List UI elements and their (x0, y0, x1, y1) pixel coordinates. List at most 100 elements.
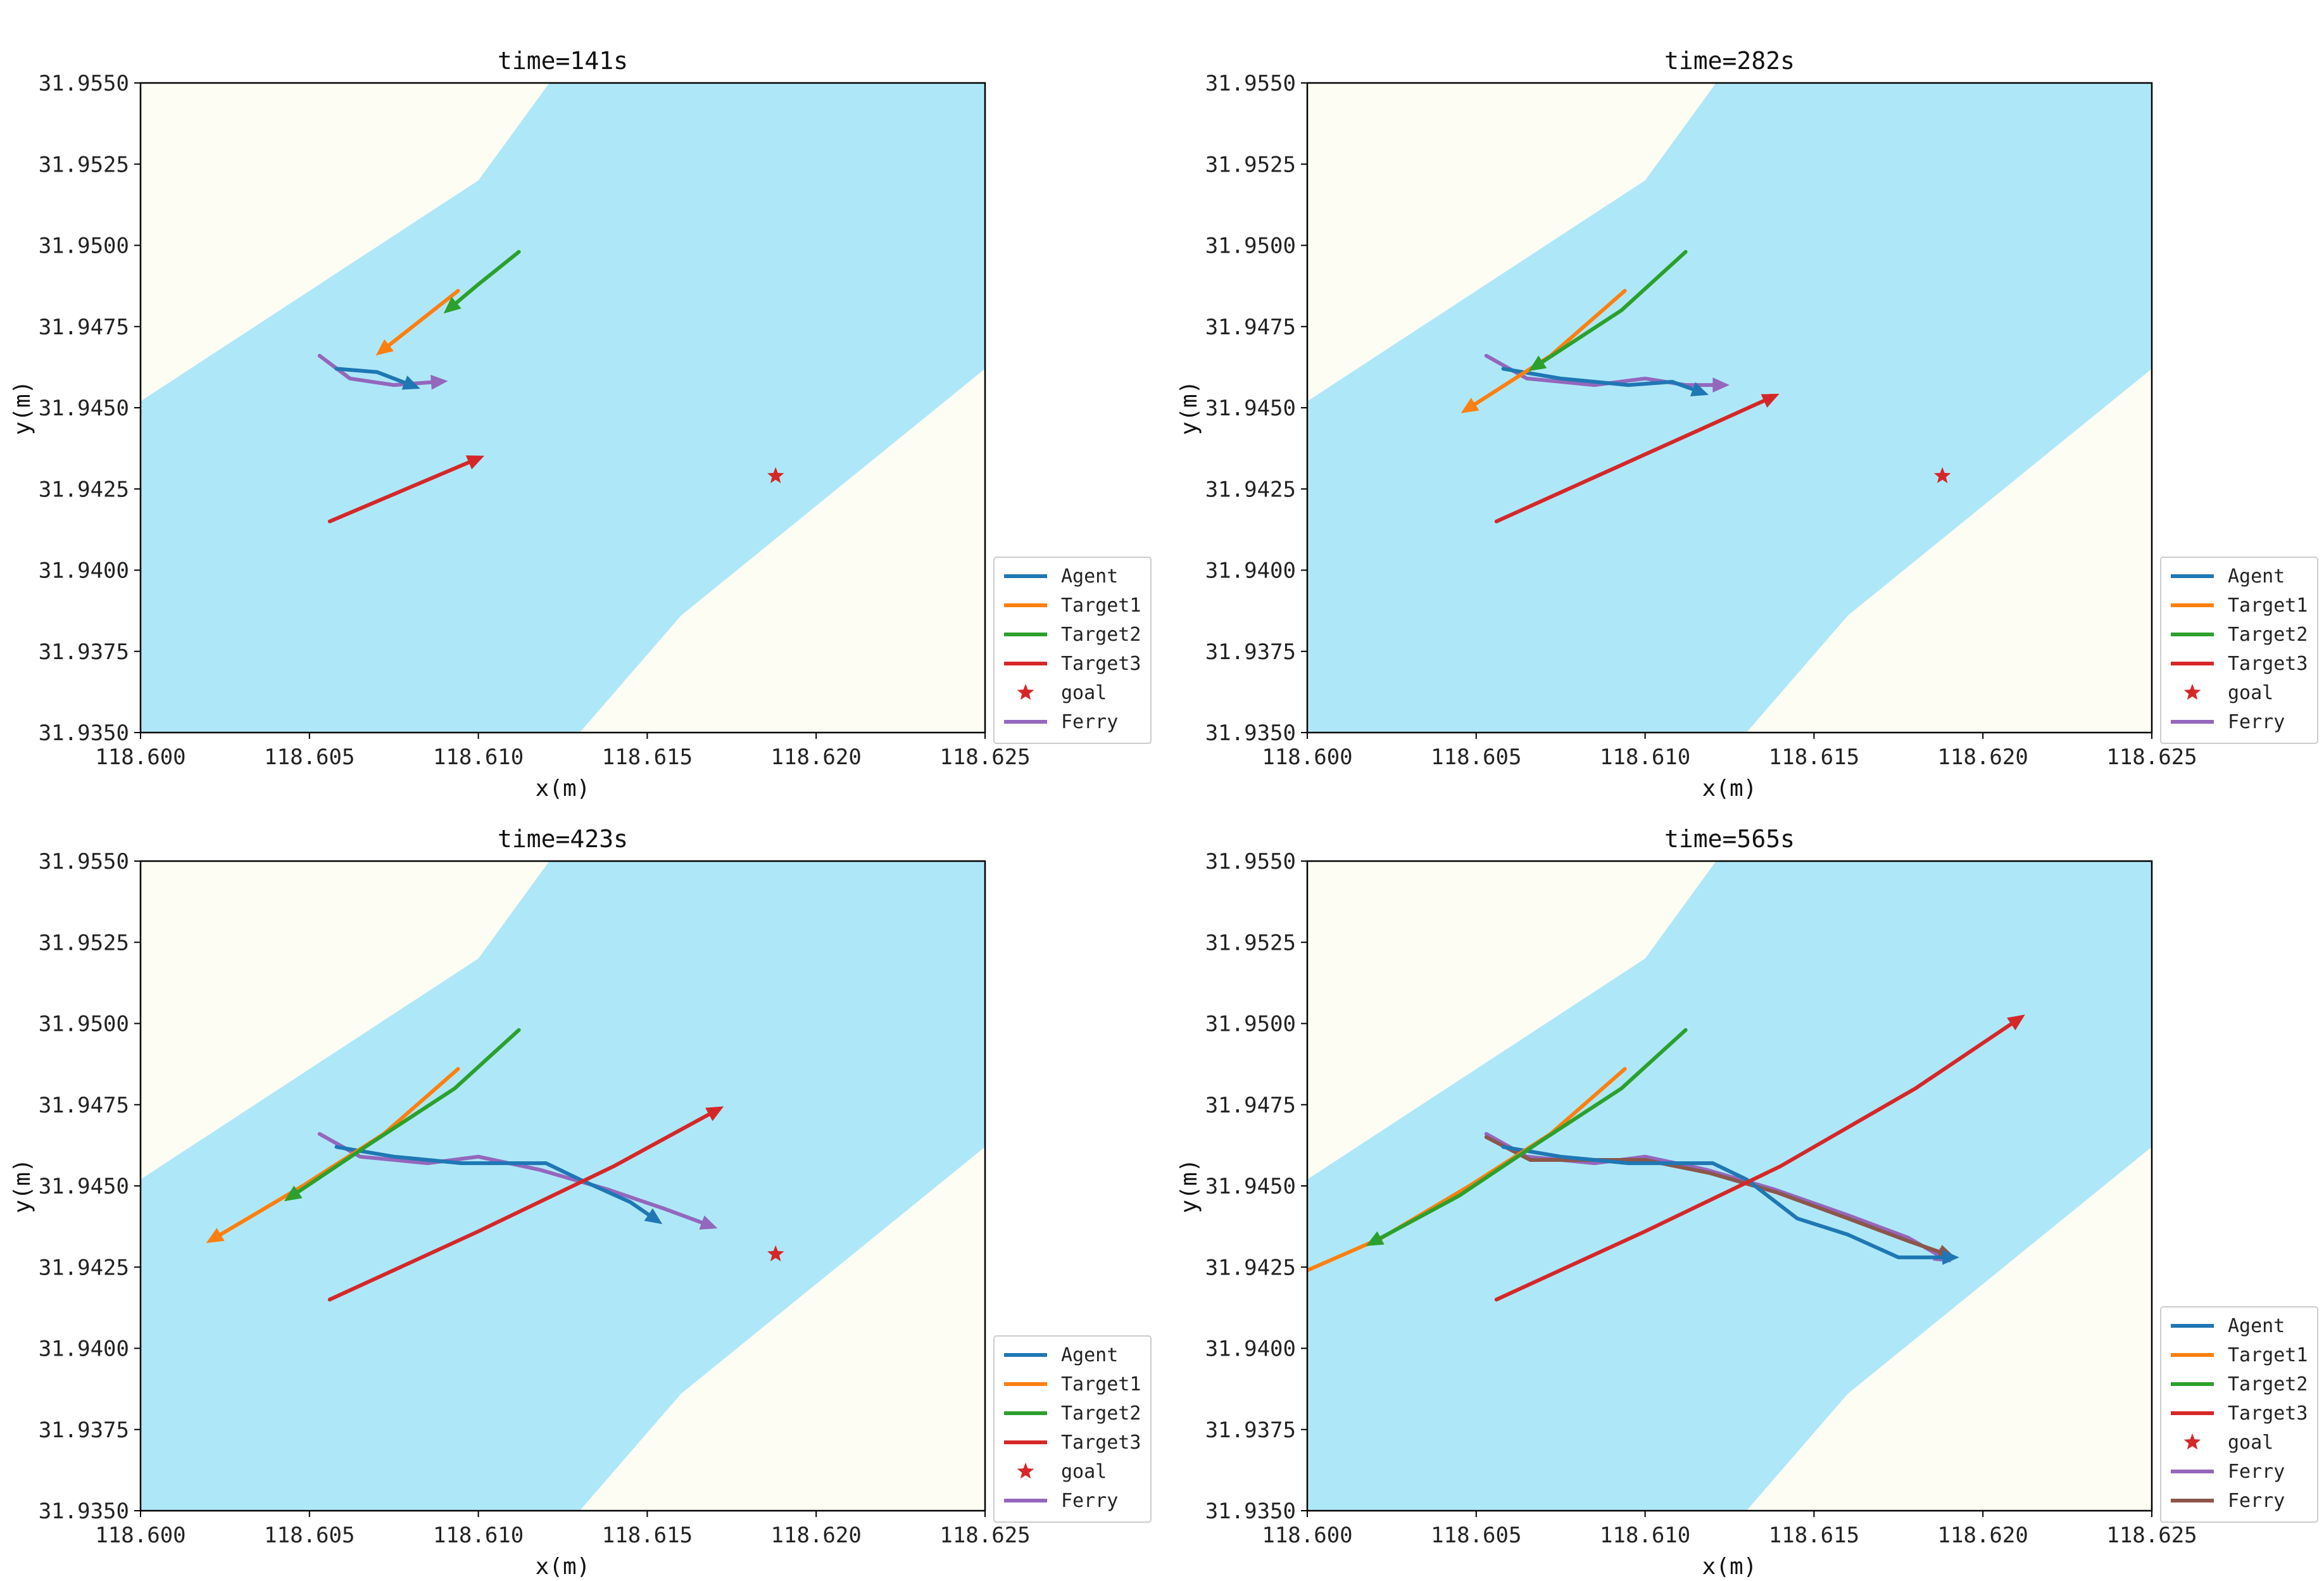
x-tick-label: 118.620 (1938, 1523, 2028, 1548)
legend-label: Ferry (2228, 1461, 2285, 1483)
x-tick-label: 118.610 (433, 745, 524, 770)
legend-label: Target1 (1061, 595, 1141, 617)
series-agent-marker (401, 375, 420, 390)
legend-label: Target1 (2228, 595, 2308, 617)
legend-label: Ferry (1061, 711, 1118, 733)
y-tick-label: 31.9525 (1205, 152, 1296, 177)
y-tick-label: 31.9450 (1205, 1174, 1296, 1199)
legend-box (2160, 1306, 2318, 1523)
y-tick-label: 31.9425 (39, 1255, 129, 1280)
series-target3-marker (2007, 1014, 2025, 1031)
series-target2-line (1372, 1028, 1688, 1244)
x-tick-label: 118.615 (602, 1523, 693, 1548)
legend-label: Target3 (1061, 653, 1141, 675)
series-target1-line (1307, 1067, 1627, 1273)
subplot-3: 118.600 118.605 118.610 118.615 118.620 118.6… (9, 825, 1152, 1580)
y-tick-label: 31.9350 (39, 721, 129, 746)
x-tick-label: 118.615 (1769, 1523, 1859, 1548)
legend-label: goal (1061, 682, 1107, 704)
legend-goal-marker (1017, 684, 1034, 700)
legend-label: Target1 (2228, 1344, 2308, 1366)
chart-title: time=423s (498, 825, 628, 853)
x-axis-label: x(m) (536, 776, 591, 802)
y-tick-label: 31.9475 (39, 1093, 129, 1118)
x-tick-label: 118.615 (602, 745, 693, 770)
y-tick-label: 31.9550 (1205, 71, 1296, 96)
y-tick-label: 31.9525 (1205, 930, 1296, 955)
y-tick-label: 31.9350 (1205, 721, 1296, 746)
series-agent-line (334, 367, 413, 387)
subplot-4: 118.600 118.605 118.610 118.615 118.620 118.6… (1176, 825, 2318, 1580)
legend-label: Target2 (2228, 624, 2308, 646)
series-target3-line (327, 1109, 717, 1302)
chart-title: time=282s (1664, 47, 1795, 75)
y-tick-label: 31.9450 (39, 396, 129, 421)
legend-label: goal (2228, 1432, 2273, 1454)
legend-label: Target2 (1061, 1402, 1141, 1425)
series-target1-marker (1460, 398, 1479, 413)
goal-marker (767, 467, 784, 484)
y-axis-label: y(m) (9, 1159, 35, 1214)
legend-label: Ferry (1061, 1490, 1118, 1512)
series-agent-line (1501, 1145, 1951, 1259)
legend-label: Agent (2228, 565, 2285, 588)
goal-marker (767, 1245, 784, 1262)
x-tick-label: 118.605 (264, 745, 355, 770)
x-axis-label: x(m) (1702, 776, 1757, 802)
y-tick-label: 31.9400 (39, 558, 129, 584)
series-target3-line (327, 458, 477, 524)
y-tick-label: 31.9450 (1205, 396, 1296, 421)
y-tick-label: 31.9425 (1205, 477, 1296, 502)
x-tick-label: 118.600 (1262, 1523, 1352, 1548)
x-tick-label: 118.600 (1262, 745, 1352, 770)
x-tick-label: 118.600 (95, 745, 185, 770)
legend-label: Agent (2228, 1315, 2285, 1337)
y-tick-label: 31.9500 (1205, 1012, 1296, 1037)
y-tick-label: 31.9550 (39, 71, 129, 96)
legend-label: Target2 (2228, 1373, 2308, 1395)
series-ferry-line (317, 353, 440, 387)
y-tick-label: 31.9400 (1205, 558, 1296, 584)
x-tick-label: 118.620 (771, 745, 862, 770)
legend-label: goal (2228, 682, 2273, 704)
water-area (1307, 83, 2152, 733)
water-area (141, 83, 985, 733)
legend-label: Target3 (2228, 1402, 2308, 1425)
x-tick-label: 118.605 (264, 1523, 355, 1548)
plot-lines (1460, 249, 1951, 524)
x-axis-label: x(m) (536, 1554, 591, 1580)
x-tick-label: 118.610 (1600, 745, 1690, 770)
series-ferry-marker (430, 374, 448, 390)
legend-goal-marker (2183, 1433, 2201, 1450)
legend-label: Ferry (2228, 1490, 2285, 1512)
legend-goal-marker (1017, 1463, 1034, 1479)
goal-marker (1933, 467, 1951, 484)
y-tick-label: 31.9525 (39, 152, 129, 177)
series-target3-marker (705, 1106, 724, 1121)
x-tick-label: 118.625 (2106, 745, 2197, 770)
y-tick-label: 31.9425 (1205, 1255, 1296, 1280)
legend-label: Target2 (1061, 624, 1141, 646)
y-axis-label: y(m) (1176, 1159, 1202, 1214)
plot-lines (317, 249, 784, 524)
series-target3-line (1494, 1018, 2019, 1302)
y-tick-label: 31.9500 (39, 1012, 129, 1037)
series-target1-marker (375, 339, 394, 356)
y-tick-label: 31.9450 (39, 1174, 129, 1199)
x-tick-label: 118.620 (1938, 745, 2028, 770)
series-agent-line (1501, 367, 1701, 394)
legend-label: Agent (1061, 565, 1118, 588)
subplot-2: 118.600 118.605 118.610 118.615 118.620 118.6… (1176, 47, 2318, 802)
y-tick-label: 31.9500 (1205, 234, 1296, 259)
series-agent-marker (1942, 1249, 1959, 1265)
y-tick-label: 31.9500 (39, 234, 129, 259)
series-agent-marker (1690, 382, 1709, 396)
plot-lines (206, 1028, 784, 1302)
series-target1-line (382, 289, 460, 351)
x-tick-label: 118.625 (939, 1523, 1030, 1548)
x-tick-label: 118.610 (433, 1523, 524, 1548)
x-tick-label: 118.625 (939, 745, 1030, 770)
legend-label: Target3 (2228, 653, 2308, 675)
x-tick-label: 118.620 (771, 1523, 862, 1548)
y-tick-label: 31.9400 (39, 1337, 129, 1362)
